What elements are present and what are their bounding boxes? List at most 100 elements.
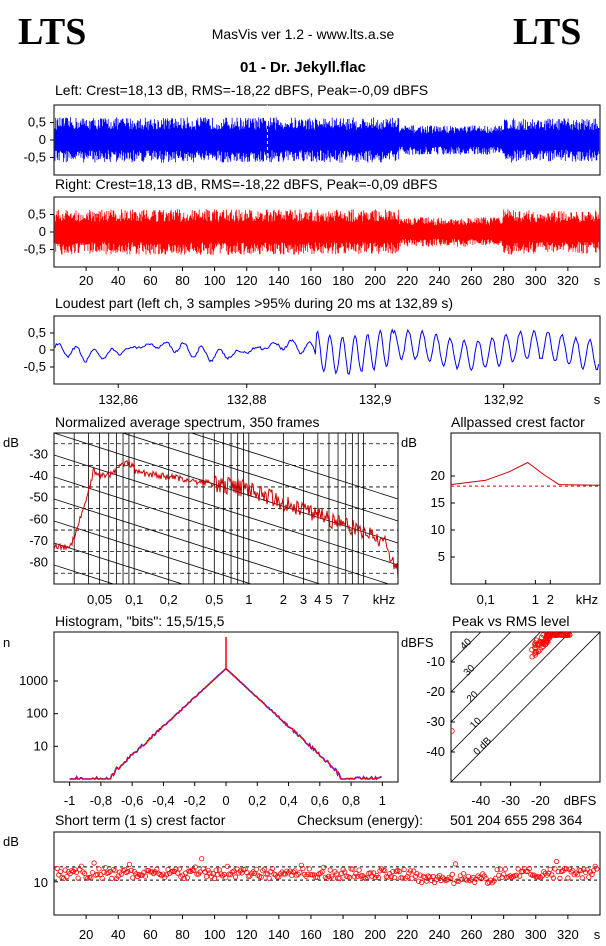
histogram-xtick-label-9: 0,8	[342, 793, 360, 808]
short-term-point	[415, 878, 422, 884]
spectrum-xtick-label-9: 7	[342, 592, 349, 607]
short-term-ylabel: dB	[3, 834, 19, 849]
short-term-point	[515, 866, 521, 872]
short-term-point	[213, 867, 219, 873]
spectrum-curve	[54, 459, 398, 581]
short-term-point	[414, 871, 420, 877]
short-term-point	[353, 870, 359, 877]
short-term-point	[109, 875, 115, 882]
peak-rms-point	[547, 632, 553, 638]
left-waveform-ytick-label-2: -0,5	[24, 150, 46, 165]
short-term-xtick-label-5: 120	[236, 927, 258, 942]
app-title: MasVis ver 1.2 - www.lts.a.se	[211, 26, 395, 42]
short-term-point	[155, 870, 161, 876]
short-term-point	[491, 878, 497, 884]
peak-rms-xtick-label-1: -30	[501, 793, 520, 808]
allpassed-ytick-label-1: 15	[431, 495, 445, 510]
short-term-point	[370, 870, 377, 876]
peak-rms-point	[533, 642, 539, 649]
right-waveform-xunit: s	[594, 273, 601, 288]
short-term-xtick-label-7: 160	[300, 927, 322, 942]
histogram-xtick-label-5: 0	[222, 793, 229, 808]
short-term-point	[181, 875, 187, 882]
histogram-xtick-label-10: 1	[379, 793, 386, 808]
short-term-point	[497, 866, 503, 872]
short-term-point	[258, 874, 264, 880]
short-term-point	[441, 876, 447, 882]
short-term-point	[388, 873, 394, 880]
short-term-point	[144, 867, 150, 874]
spectrum-diag-6	[54, 564, 115, 584]
short-term-point	[112, 868, 118, 874]
short-term-point	[335, 875, 341, 881]
short-term-point	[133, 871, 139, 877]
short-term-point	[399, 875, 406, 881]
histogram-xtick-label-6: 0,2	[248, 793, 266, 808]
short-term-point	[563, 866, 569, 872]
short-term-point	[199, 856, 205, 862]
peak-rms-diag-label-4: 0 dB	[472, 735, 495, 758]
short-term-point	[411, 868, 417, 874]
peak-rms-diag-3	[451, 632, 571, 753]
peak-rms-point	[535, 648, 542, 655]
spectrum-xtick-label-4: 1	[245, 592, 252, 607]
file-title: 01 - Dr. Jekyll.flac	[240, 59, 366, 76]
peak-rms-point	[532, 649, 539, 655]
spectrum-ytick-label-4: -70	[29, 533, 48, 548]
short-term-point	[142, 873, 149, 879]
short-term-point	[88, 875, 94, 881]
short-term-point	[459, 876, 465, 882]
spectrum-ytick-label-2: -50	[29, 490, 48, 505]
loudest-xtick-label-2: 132,9	[359, 392, 392, 407]
short-term-point	[212, 875, 218, 882]
short-term-point	[492, 875, 499, 881]
spectrum-ytick-label-1: -40	[29, 468, 48, 483]
peak-rms-xunit: dBFS	[564, 793, 597, 808]
short-term-point	[78, 863, 84, 869]
short-term-point	[205, 867, 211, 873]
allpassed-xtick-label-0: 0,1	[477, 592, 495, 607]
short-term-point	[407, 868, 414, 874]
short-term-point	[356, 867, 362, 873]
peak-rms-ylabel: dBFS	[401, 635, 434, 650]
right-waveform-xtick-label-6: 140	[268, 273, 290, 288]
short-term-point	[215, 872, 221, 878]
spectrum-xtick-label-6: 3	[300, 592, 307, 607]
short-term-point	[250, 869, 256, 875]
peak-rms-ytick-label-3: -40	[426, 744, 445, 759]
right-waveform-xtick-label-8: 180	[332, 273, 354, 288]
right-waveform-ytick-label-2: -0,5	[24, 242, 46, 257]
short-term-point	[375, 874, 381, 881]
right-waveform-title: Right: Crest=18,13 dB, RMS=-18,22 dBFS, …	[55, 176, 438, 192]
logo-left: LTS	[18, 11, 87, 53]
short-term-xtick-label-10: 220	[396, 927, 418, 942]
right-waveform-xtick-label-5: 120	[236, 273, 258, 288]
checksum-value: 501 204 655 298 364	[450, 812, 583, 828]
short-term-point	[592, 863, 598, 869]
short-term-point	[351, 874, 357, 880]
peak-rms-point	[532, 652, 538, 658]
right-waveform-signal	[54, 209, 600, 255]
histogram-left-curve	[69, 668, 382, 781]
short-term-point	[276, 874, 282, 880]
loudest-xtick-label-3: 132,92	[484, 392, 524, 407]
histogram-xtick-label-7: 0,4	[280, 793, 298, 808]
short-term-point	[101, 869, 107, 876]
spectrum-diag-3	[54, 498, 322, 584]
peak-rms-diag-label-2: 20	[465, 689, 481, 705]
short-term-point	[581, 866, 587, 872]
histogram-xtick-label-2: -0,6	[121, 793, 143, 808]
short-term-xtick-label-9: 200	[364, 927, 386, 942]
short-term-point	[204, 874, 210, 880]
short-term-point	[481, 873, 487, 879]
short-term-point	[537, 874, 544, 881]
spectrum-xtick-label-8: 5	[325, 592, 332, 607]
short-term-point	[555, 868, 561, 875]
short-term-point	[526, 865, 532, 872]
spectrum-diag-2	[54, 476, 390, 584]
right-waveform-xtick-label-4: 100	[204, 273, 226, 288]
short-term-point	[321, 864, 327, 870]
short-term-point	[483, 875, 489, 882]
short-term-point	[125, 868, 131, 875]
